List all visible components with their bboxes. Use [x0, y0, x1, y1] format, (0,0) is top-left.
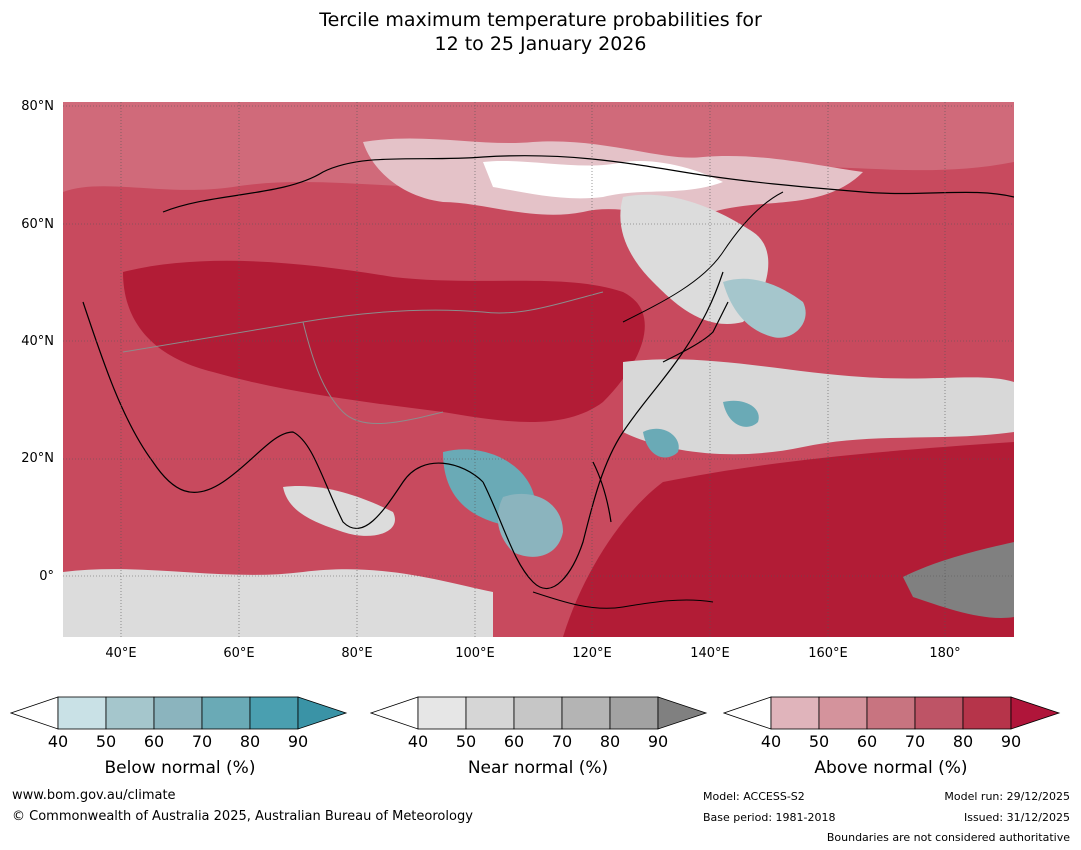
above-colorbar-swatch-4 [914, 696, 964, 730]
indian-ocean-near-band [63, 569, 493, 637]
below-colorbar-swatch-2 [105, 696, 155, 730]
below-tick-40: 40 [47, 732, 69, 751]
lat-label-equator: 0° [39, 569, 54, 584]
near-colorbar-swatch-5 [609, 696, 659, 730]
above-colorbar-upper-extension [1010, 696, 1061, 730]
lat-label-20n: 20°N [21, 451, 54, 466]
south-asia-coastline [82, 301, 484, 529]
near-tick-70: 70 [551, 732, 573, 751]
pacific-near-band [623, 359, 1014, 455]
colorbar-below-label: Below normal (%) [104, 758, 256, 778]
below-colorbar-upper-extension [297, 696, 348, 730]
below-colorbar-swatch-1 [57, 696, 107, 730]
near-colorbar-upper-extension [657, 696, 708, 730]
near-tick-80: 80 [599, 732, 621, 751]
near-tick-40: 40 [407, 732, 429, 751]
map-title: Tercile maximum temperature probabilitie… [0, 8, 1081, 56]
below-colorbar-swatch-3 [153, 696, 203, 730]
map-title-line1: Tercile maximum temperature probabilitie… [319, 9, 762, 31]
northeast-coastline [622, 191, 784, 323]
lat-label-80n: 80°N [21, 99, 54, 114]
colorbar-near-label: Near normal (%) [467, 758, 609, 778]
copyright-text: © Commonwealth of Australia 2025, Austra… [12, 809, 473, 824]
above-tick-40: 40 [760, 732, 782, 751]
above-tick-70: 70 [904, 732, 926, 751]
lon-label-160e: 160°E [808, 646, 848, 661]
siberia-white-patch [483, 160, 723, 199]
near-colorbar-swatch-4 [561, 696, 611, 730]
above-tick-60: 60 [856, 732, 878, 751]
below-tick-90: 90 [287, 732, 309, 751]
below-colorbar-lower-extension [10, 696, 59, 730]
model-name: Model: ACCESS-S2 [703, 790, 805, 803]
lon-label-120e: 120°E [572, 646, 612, 661]
lon-label-100e: 100°E [455, 646, 495, 661]
lat-label-60n: 60°N [21, 217, 54, 232]
bay-of-bengal-near-patch [283, 486, 395, 536]
colorbar-near-normal [370, 696, 708, 732]
website-link[interactable]: www.bom.gov.au/climate [12, 788, 176, 803]
central-asia-border [122, 291, 604, 353]
below-tick-70: 70 [191, 732, 213, 751]
graticule [63, 102, 1014, 637]
map-canvas [63, 102, 1015, 637]
colorbar-above-swatches [723, 696, 1061, 730]
above-colorbar-swatch-3 [866, 696, 916, 730]
near-tick-90: 90 [647, 732, 669, 751]
lon-label-80e: 80°E [341, 646, 373, 661]
near-tick-50: 50 [455, 732, 477, 751]
below-tick-80: 80 [239, 732, 261, 751]
above-tick-80: 80 [952, 732, 974, 751]
philippines-coastline [592, 461, 612, 523]
tropical-pacific-above-core [563, 442, 1014, 637]
below-colorbar-swatch-4 [201, 696, 251, 730]
model-run-date: Model run: 29/12/2025 [944, 790, 1070, 803]
probability-map [63, 102, 1015, 637]
above-colorbar-swatch-1 [770, 696, 820, 730]
near-colorbar-swatch-3 [513, 696, 563, 730]
near-tick-60: 60 [503, 732, 525, 751]
lon-label-140e: 140°E [690, 646, 730, 661]
below-tick-60: 60 [143, 732, 165, 751]
near-colorbar-swatch-1 [417, 696, 467, 730]
pacific-below-patch [723, 400, 759, 427]
below-colorbar-swatch-5 [249, 696, 299, 730]
above-colorbar-lower-extension [723, 696, 772, 730]
above-colorbar-swatch-2 [818, 696, 868, 730]
colorbar-below-swatches [10, 696, 348, 730]
arctic-coastline [162, 155, 1015, 213]
lon-label-40e: 40°E [105, 646, 137, 661]
below-tick-50: 50 [95, 732, 117, 751]
map-title-line2: 12 to 25 January 2026 [434, 33, 647, 55]
near-colorbar-swatch-2 [465, 696, 515, 730]
south-china-sea-below-patch [497, 493, 563, 557]
base-period: Base period: 1981-2018 [703, 811, 836, 824]
issued-date: Issued: 31/12/2025 [963, 811, 1070, 824]
indonesia-coastline [532, 591, 714, 609]
boundaries-disclaimer: Boundaries are not considered authoritat… [826, 831, 1070, 844]
lat-label-40n: 40°N [21, 334, 54, 349]
colorbar-above-normal [723, 696, 1061, 732]
above-tick-90: 90 [1000, 732, 1022, 751]
colorbar-below-normal [10, 696, 348, 732]
japan-coastline [662, 301, 729, 363]
near-colorbar-lower-extension [370, 696, 419, 730]
above-colorbar-swatch-5 [962, 696, 1012, 730]
east-asia-coastline [482, 271, 724, 589]
southeast-near-dark-patch [903, 542, 1014, 618]
himalaya-border [302, 321, 444, 424]
above-tick-50: 50 [808, 732, 830, 751]
lon-label-60e: 60°E [223, 646, 255, 661]
colorbar-above-label: Above normal (%) [814, 758, 968, 778]
philippine-sea-below-patch [643, 428, 679, 458]
colorbar-near-swatches [370, 696, 708, 730]
lon-label-180: 180° [929, 646, 961, 661]
central-asia-above-core [123, 260, 645, 422]
japan-sea-below-patch [723, 278, 806, 338]
